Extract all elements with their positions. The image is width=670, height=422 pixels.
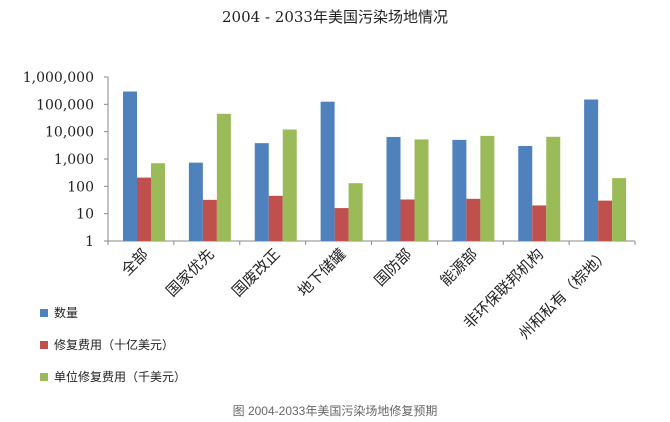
y-tick-label: 1,000,000: [23, 70, 94, 86]
bar: [414, 139, 429, 241]
x-tick-label: 地下储罐: [294, 245, 349, 300]
bar: [137, 177, 151, 241]
bar: [268, 195, 283, 241]
legend-item-unit-cost: 单位修复费用（千美元）: [40, 366, 186, 385]
bar: [320, 101, 335, 242]
legend-item-count: 数量: [40, 302, 78, 321]
y-tick-label: 10: [76, 207, 94, 223]
bar: [151, 163, 165, 241]
x-tick-label: 全部: [118, 245, 152, 279]
bar: [480, 135, 495, 241]
bar: [216, 113, 231, 241]
legend-swatch-unit-cost: [40, 372, 48, 381]
x-tick-label: 国废改正: [228, 245, 283, 300]
legend-label-count: 数量: [54, 306, 79, 320]
x-tick-label: 国防部: [371, 245, 416, 290]
bar: [254, 143, 269, 241]
bar: [282, 129, 297, 241]
legend-swatch-cost: [40, 340, 48, 349]
x-tick-label: 国家优先: [162, 245, 217, 300]
legend-label-unit-cost: 单位修复费用（千美元）: [54, 370, 187, 384]
y-tick-label: 1: [85, 234, 94, 250]
legend-label-cost: 修复费用（十亿美元）: [54, 338, 175, 352]
legend-swatch-count: [40, 308, 48, 317]
x-tick-label: 能源部: [437, 245, 482, 290]
bar: [334, 208, 349, 241]
bar: [532, 205, 547, 241]
y-tick-label: 1,000: [54, 152, 94, 168]
y-tick-label: 100: [67, 179, 94, 195]
bar: [546, 136, 561, 241]
bar: [400, 199, 415, 241]
bar: [612, 178, 627, 241]
bar: [598, 200, 613, 241]
figure-caption: 图 2004-2033年美国污染场地修复预期: [232, 404, 438, 418]
bar: [202, 199, 217, 241]
y-tick-label: 10,000: [45, 125, 94, 141]
bar: [188, 162, 203, 241]
bar: [518, 145, 533, 241]
legend-item-cost: 修复费用（十亿美元）: [40, 334, 174, 353]
bar: [386, 136, 401, 241]
y-tick-label: 100,000: [36, 97, 94, 113]
bar: [348, 183, 363, 241]
bar: [452, 139, 467, 241]
bar: [123, 91, 137, 242]
bar: [584, 99, 599, 241]
bar: [466, 198, 481, 241]
chart-title: 2004 - 2033年美国污染场地情况: [222, 8, 448, 26]
